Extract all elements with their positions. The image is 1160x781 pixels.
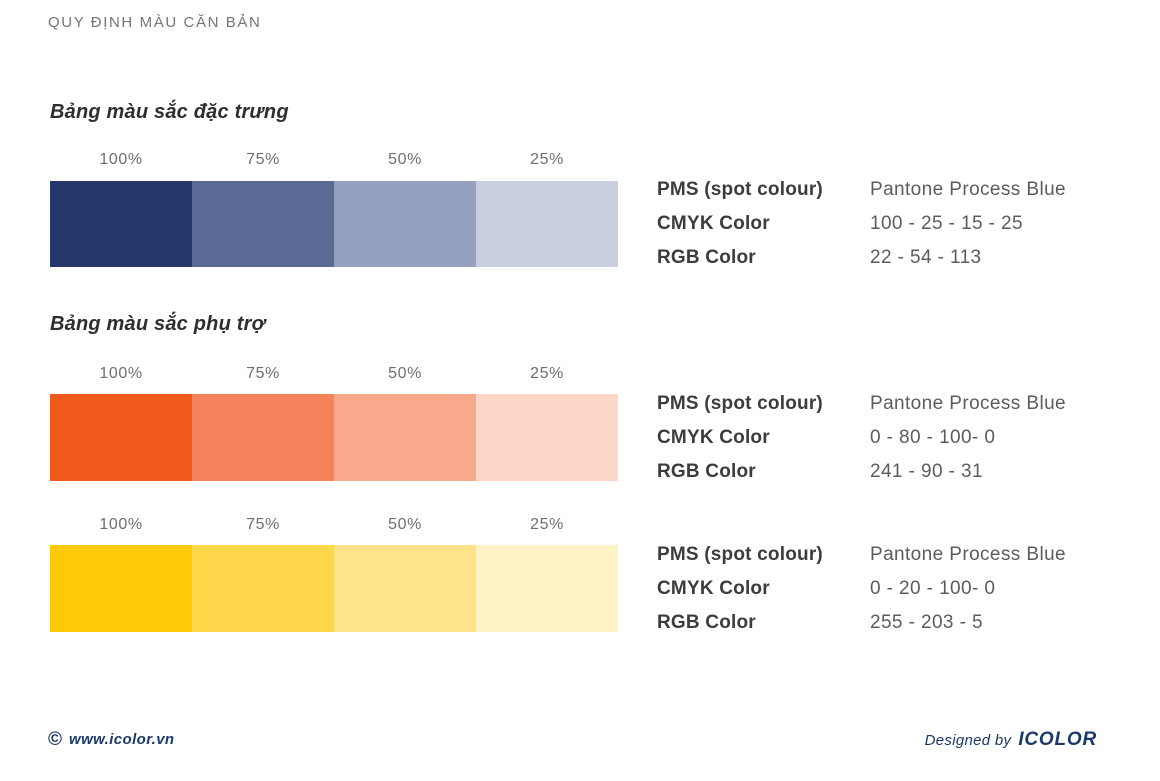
spec-row-pms: PMS (spot colour) Pantone Process Blue	[657, 393, 1117, 417]
spec-label-pms: PMS (spot colour)	[657, 393, 823, 414]
percent-labels-row: 100% 75% 50% 25%	[50, 151, 618, 169]
section-heading-secondary: Bảng màu sắc phụ trợ	[50, 313, 266, 335]
spec-row-cmyk: CMYK Color 0 - 20 - 100- 0	[657, 578, 1117, 602]
spec-label-pms: PMS (spot colour)	[657, 179, 823, 200]
color-bar-secondary-yellow	[50, 545, 618, 632]
swatch-75	[192, 181, 334, 267]
spec-label-rgb: RGB Color	[657, 612, 756, 633]
swatch-75	[192, 394, 334, 481]
section-heading-primary: Bảng màu sắc đặc trưng	[50, 101, 289, 123]
spec-value-pms: Pantone Process Blue	[870, 393, 1067, 414]
percent-label: 100%	[99, 516, 143, 533]
spec-label-cmyk: CMYK Color	[657, 578, 770, 599]
spec-label-cmyk: CMYK Color	[657, 213, 770, 234]
brand-logo-text: ICOLOR	[1018, 729, 1097, 750]
spec-value-pms: Pantone Process Blue	[870, 544, 1067, 565]
color-bar-secondary-orange	[50, 394, 618, 481]
swatch-50	[334, 181, 476, 267]
spec-value-cmyk: 0 - 20 - 100- 0	[870, 578, 996, 599]
spec-row-pms: PMS (spot colour) Pantone Process Blue	[657, 179, 1117, 203]
spec-value-cmyk: 0 - 80 - 100- 0	[870, 427, 996, 448]
spec-row-cmyk: CMYK Color 100 - 25 - 15 - 25	[657, 213, 1117, 237]
swatch-25	[476, 545, 618, 632]
percent-label: 75%	[246, 151, 280, 168]
website-link[interactable]: www.icolor.vn	[69, 731, 175, 748]
percent-label: 100%	[99, 151, 143, 168]
spec-value-cmyk: 100 - 25 - 15 - 25	[870, 213, 1023, 234]
swatch-50	[334, 394, 476, 481]
spec-label-rgb: RGB Color	[657, 461, 756, 482]
swatch-100	[50, 181, 192, 267]
spec-value-pms: Pantone Process Blue	[870, 179, 1067, 200]
swatch-100	[50, 545, 192, 632]
spec-value-rgb: 22 - 54 - 113	[870, 247, 982, 268]
footer-copyright: © www.icolor.vn	[48, 730, 175, 749]
swatch-25	[476, 181, 618, 267]
designed-by-text: Designed by	[924, 732, 1012, 749]
swatch-25	[476, 394, 618, 481]
color-spec-primary-blue: PMS (spot colour) Pantone Process Blue C…	[657, 179, 1117, 281]
percent-label: 75%	[246, 365, 280, 382]
percent-label: 50%	[388, 365, 422, 382]
percent-label: 75%	[246, 516, 280, 533]
spec-row-cmyk: CMYK Color 0 - 80 - 100- 0	[657, 427, 1117, 451]
color-spec-secondary-orange: PMS (spot colour) Pantone Process Blue C…	[657, 393, 1117, 495]
percent-label: 25%	[530, 151, 564, 168]
percent-label: 25%	[530, 365, 564, 382]
swatch-100	[50, 394, 192, 481]
percent-labels-row: 100% 75% 50% 25%	[50, 365, 618, 383]
spec-label-cmyk: CMYK Color	[657, 427, 770, 448]
percent-label: 100%	[99, 365, 143, 382]
spec-label-pms: PMS (spot colour)	[657, 544, 823, 565]
footer-credit: Designed by ICOLOR	[925, 729, 1097, 751]
spec-value-rgb: 255 - 203 - 5	[870, 612, 983, 633]
percent-label: 50%	[388, 516, 422, 533]
spec-row-rgb: RGB Color 22 - 54 - 113	[657, 247, 1117, 271]
swatch-50	[334, 545, 476, 632]
percent-labels-row: 100% 75% 50% 25%	[50, 516, 618, 534]
page-title: QUY ĐỊNH MÀU CĂN BẢN	[48, 14, 262, 31]
color-spec-secondary-yellow: PMS (spot colour) Pantone Process Blue C…	[657, 544, 1117, 646]
spec-row-rgb: RGB Color 241 - 90 - 31	[657, 461, 1117, 485]
percent-label: 25%	[530, 516, 564, 533]
spec-row-rgb: RGB Color 255 - 203 - 5	[657, 612, 1117, 636]
color-bar-primary-blue	[50, 181, 618, 267]
spec-row-pms: PMS (spot colour) Pantone Process Blue	[657, 544, 1117, 568]
swatch-75	[192, 545, 334, 632]
copyright-icon: ©	[48, 729, 62, 750]
percent-label: 50%	[388, 151, 422, 168]
spec-label-rgb: RGB Color	[657, 247, 756, 268]
spec-value-rgb: 241 - 90 - 31	[870, 461, 983, 482]
